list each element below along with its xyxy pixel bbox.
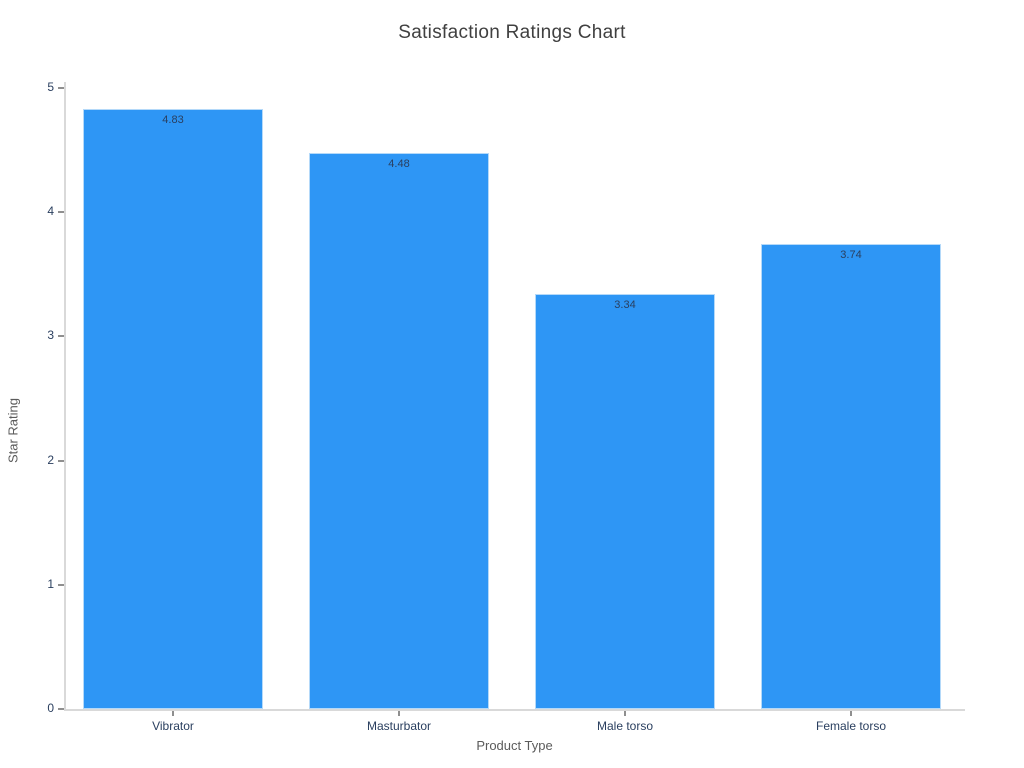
bar-masturbator[interactable]: 4.48 <box>309 152 489 709</box>
chart-title: Satisfaction Ratings Chart <box>398 22 626 43</box>
bar-value-label: 3.34 <box>614 299 636 312</box>
y-tick-label-1: 1 <box>47 576 54 591</box>
x-tick-mark-vibrator <box>172 711 174 716</box>
bar-male-torso[interactable]: 3.34 <box>535 294 715 709</box>
x-tick-mark-female-torso <box>850 711 852 716</box>
y-axis-line <box>64 82 66 710</box>
y-tick-mark-5 <box>58 87 64 89</box>
x-tick-label-masturbator: Masturbator <box>366 719 432 733</box>
x-tick-mark-masturbator <box>398 711 400 716</box>
bar-female-torso[interactable]: 3.74 <box>761 244 941 709</box>
y-tick-label-3: 3 <box>47 328 54 343</box>
x-tick-label-vibrator: Vibrator <box>152 719 194 733</box>
x-tick-mark-male-torso <box>624 711 626 716</box>
y-tick-mark-3 <box>58 335 64 338</box>
y-tick-mark-4 <box>58 211 64 214</box>
bar-value-label: 4.83 <box>162 114 184 127</box>
bar-value-label: 3.74 <box>840 249 862 262</box>
y-tick-mark-0 <box>58 708 64 710</box>
x-axis-title: Product Type <box>476 738 553 753</box>
bar-value-label: 4.48 <box>388 157 410 170</box>
y-axis-title-text: Star Rating <box>5 397 20 464</box>
y-tick-label-2: 2 <box>47 452 54 467</box>
y-tick-mark-1 <box>58 583 64 586</box>
y-tick-mark-2 <box>58 459 64 462</box>
x-axis-line <box>64 709 965 711</box>
x-tick-label-female-torso: Female torso <box>815 719 887 733</box>
y-tick-label-0: 0 <box>47 701 54 715</box>
y-tick-label-4: 4 <box>47 204 54 219</box>
bar-vibrator[interactable]: 4.83 <box>83 109 263 709</box>
y-tick-label-5: 5 <box>47 80 54 94</box>
x-tick-label-male-torso: Male torso <box>596 719 654 733</box>
